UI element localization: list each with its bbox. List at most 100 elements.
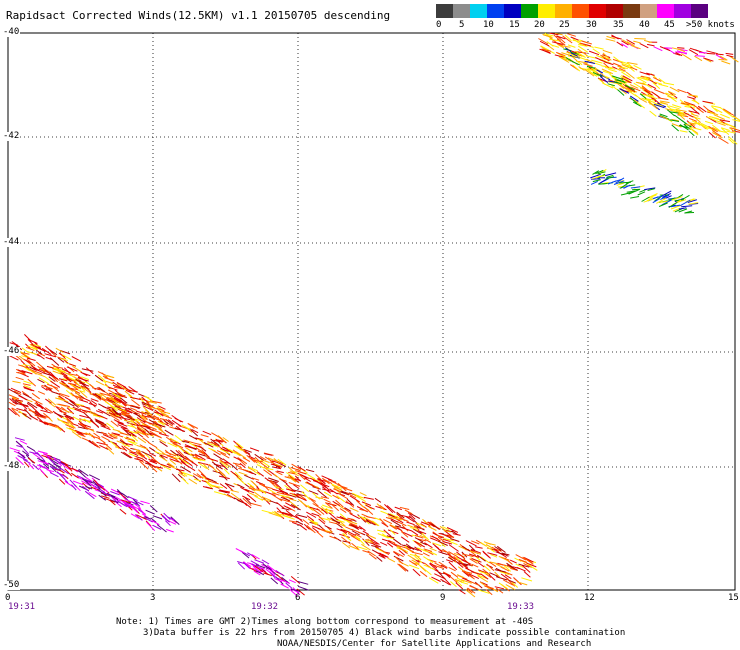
wind-barb <box>150 455 160 465</box>
wind-barb <box>683 123 692 130</box>
wind-barb <box>72 394 84 399</box>
wind-barb <box>165 436 175 444</box>
wind-barb <box>653 103 665 109</box>
wind-barb <box>203 451 210 458</box>
wind-barb <box>711 106 718 113</box>
wind-barb <box>203 442 214 448</box>
wind-barb <box>652 198 661 204</box>
wind-barb <box>56 406 65 411</box>
wind-barb <box>17 455 28 462</box>
wind-barb <box>420 541 427 546</box>
wind-barb <box>15 376 24 381</box>
wind-barb <box>365 515 377 520</box>
wind-barb <box>58 378 68 382</box>
wind-barb <box>733 115 740 121</box>
wind-barb <box>424 542 433 549</box>
wind-barb <box>360 517 368 523</box>
wind-barb <box>20 351 30 359</box>
wind-barb <box>644 89 653 96</box>
wind-barb <box>306 511 317 518</box>
wind-barb <box>65 424 75 429</box>
wind-barb <box>234 471 243 480</box>
wind-barb <box>503 579 514 586</box>
wind-barb <box>190 460 198 467</box>
wind-barb <box>36 464 45 469</box>
wind-barb <box>387 557 396 563</box>
wind-barb <box>658 78 666 84</box>
wind-barb <box>220 437 227 444</box>
wind-barb <box>250 457 258 464</box>
wind-barb <box>320 496 330 499</box>
wind-barb <box>164 429 174 436</box>
wind-barb <box>634 38 646 40</box>
wind-barb <box>248 492 258 498</box>
wind-barb <box>498 582 508 590</box>
wind-barb <box>683 100 692 105</box>
wind-barb <box>420 521 431 526</box>
wind-barb <box>120 411 130 415</box>
wind-barb <box>93 479 100 486</box>
wind-barb <box>602 49 613 54</box>
wind-barb <box>82 397 91 402</box>
wind-speed-legend <box>436 4 708 18</box>
wind-barb <box>671 124 680 132</box>
wind-barb <box>630 66 638 71</box>
wind-barb <box>144 516 152 520</box>
wind-barb <box>76 403 84 407</box>
wind-barb <box>169 458 179 463</box>
wind-barb <box>123 429 132 437</box>
wind-barb <box>103 491 112 497</box>
wind-barb <box>202 463 210 471</box>
wind-barb <box>81 480 91 487</box>
wind-barb <box>268 477 279 482</box>
wind-barb <box>622 75 633 82</box>
wind-barb <box>361 543 371 551</box>
wind-barb <box>363 506 374 515</box>
wind-barb <box>652 82 661 90</box>
wind-barb <box>57 357 65 363</box>
wind-barb <box>522 556 533 564</box>
wind-barb <box>622 39 631 45</box>
wind-barb <box>175 468 185 472</box>
wind-barb <box>575 51 587 54</box>
wind-barb <box>31 406 41 416</box>
wind-barb <box>107 386 118 391</box>
wind-barb <box>671 196 683 201</box>
wind-barb <box>712 126 721 132</box>
wind-barb <box>97 408 106 414</box>
wind-barb <box>696 107 704 114</box>
wind-barb <box>134 458 143 462</box>
wind-barb <box>242 457 251 463</box>
wind-barb <box>32 463 40 471</box>
wind-barb <box>28 407 36 414</box>
wind-barb <box>270 479 279 488</box>
legend-label: 5 <box>459 20 465 30</box>
wind-barb <box>248 466 258 472</box>
wind-barb <box>677 89 687 94</box>
wind-barb <box>29 366 37 371</box>
wind-barb <box>668 201 678 208</box>
wind-barb <box>446 527 459 533</box>
wind-barb <box>396 511 405 519</box>
wind-barb <box>169 459 177 465</box>
wind-barb <box>205 480 214 488</box>
wind-barb <box>295 470 307 475</box>
wind-barb <box>365 520 376 526</box>
wind-barb <box>485 589 493 596</box>
wind-barb <box>285 502 296 509</box>
wind-barb <box>271 492 280 496</box>
wind-barb <box>164 449 172 456</box>
wind-barb <box>136 417 146 424</box>
wind-barb <box>49 357 60 366</box>
wind-barb <box>116 381 127 388</box>
wind-barb <box>719 119 730 123</box>
wind-barb <box>588 50 600 56</box>
wind-barb <box>8 401 16 407</box>
wind-barb <box>72 416 82 422</box>
wind-barb <box>379 552 387 558</box>
wind-barb <box>202 430 212 436</box>
wind-barb <box>80 371 88 377</box>
wind-barb <box>339 508 347 514</box>
wind-barb <box>356 546 368 551</box>
wind-barb <box>62 354 72 361</box>
